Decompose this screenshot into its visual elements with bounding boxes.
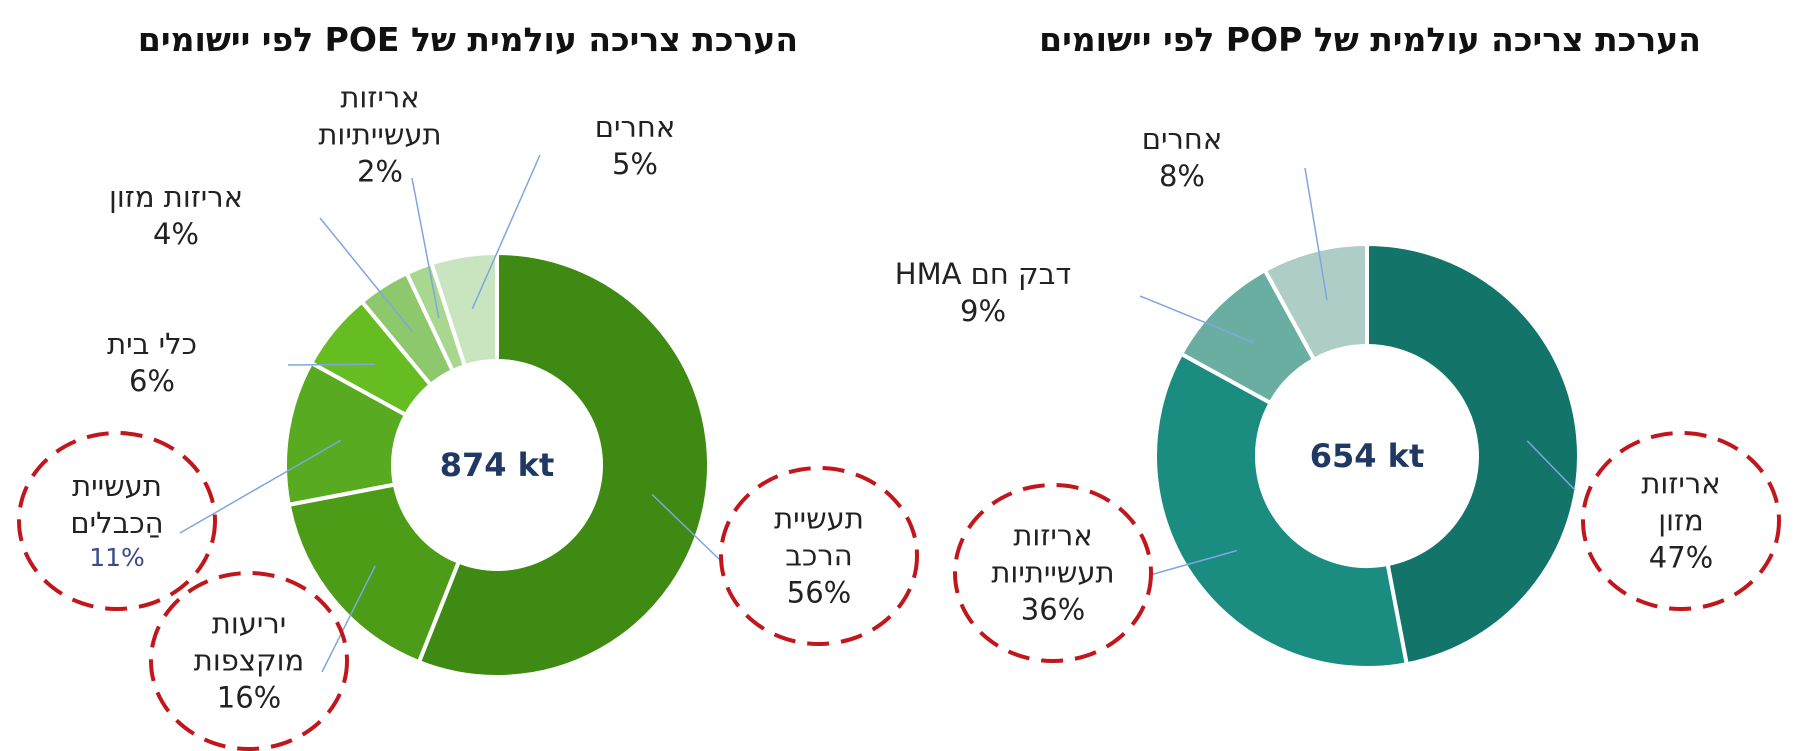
donut-segment (286, 482, 462, 665)
data-label: כלי בית 6% (107, 326, 197, 400)
leader-line (179, 439, 342, 534)
leader-line (1304, 167, 1328, 301)
data-label: אריזות תעשייתיות 36% (991, 517, 1114, 628)
data-label: תעשיית הרכב 56% (774, 500, 864, 611)
donut-segment (1153, 351, 1410, 670)
value-label: 6% (128, 364, 175, 398)
data-label: אחרים 5% (595, 109, 675, 183)
chart-title: הערכת צריכה עולמית של POE לפי יישומים (137, 20, 799, 59)
leader-line (319, 217, 413, 333)
value-label: 2% (356, 154, 403, 189)
leader-line (411, 177, 440, 319)
chart-title: הערכת צריכה עולמית של POP לפי יישומים (1039, 20, 1701, 59)
value-label: 4% (152, 217, 199, 251)
category-label: יריעות מוקצפות (193, 606, 305, 678)
data-label: אריזות תעשייתיות 2% (318, 79, 441, 190)
data-label: אחרים 8% (1142, 121, 1222, 195)
category-label: אחרים (1141, 121, 1223, 156)
leader-line (651, 494, 721, 561)
data-label: אריזות מזון 4% (109, 179, 243, 253)
donut-segment (1262, 241, 1369, 363)
value-label: 8% (1158, 159, 1205, 193)
value-label: 56% (786, 575, 852, 610)
category-label: אריזות מזון (1641, 466, 1721, 538)
category-label: כלי בית (107, 326, 197, 361)
data-label: אריזות מזון 47% (1641, 465, 1720, 576)
category-label: תעשיית הַכבלים (70, 468, 164, 540)
category-label: אריזות תעשייתיות (318, 80, 442, 152)
center-label: 654 kt (1309, 437, 1425, 475)
data-label: דבק חם HMA 9% (895, 256, 1071, 330)
category-label: אחרים (594, 109, 676, 144)
value-label: 16% (216, 680, 282, 715)
donut-segment (416, 250, 711, 679)
value-label: 11% (89, 543, 145, 573)
leader-line (1139, 295, 1254, 343)
data-label: יריעות מוקצפות 16% (194, 605, 304, 716)
leader-line (1526, 440, 1576, 491)
highlight-ring (1581, 431, 1781, 611)
leader-line (1149, 549, 1237, 576)
donut-segment (1365, 241, 1581, 667)
center-label: 874 kt (439, 446, 555, 484)
category-label: תעשיית הרכב (774, 501, 864, 573)
data-label: תעשיית הַכבלים 11% (70, 468, 163, 574)
category-label: אריזות תעשייתיות (991, 518, 1115, 590)
highlight-ring (953, 483, 1153, 663)
highlight-ring (17, 431, 217, 611)
leader-line (321, 565, 376, 673)
value-label: 47% (1648, 540, 1714, 575)
category-label: דבק חם HMA (894, 256, 1072, 291)
value-label: 36% (1020, 592, 1086, 627)
category-label: אריזות מזון (109, 179, 243, 214)
value-label: 5% (611, 147, 658, 181)
highlight-ring (719, 466, 919, 646)
leader-line (287, 363, 376, 366)
value-label: 9% (959, 294, 1007, 328)
leader-line (471, 154, 541, 310)
highlight-ring (149, 571, 349, 751)
